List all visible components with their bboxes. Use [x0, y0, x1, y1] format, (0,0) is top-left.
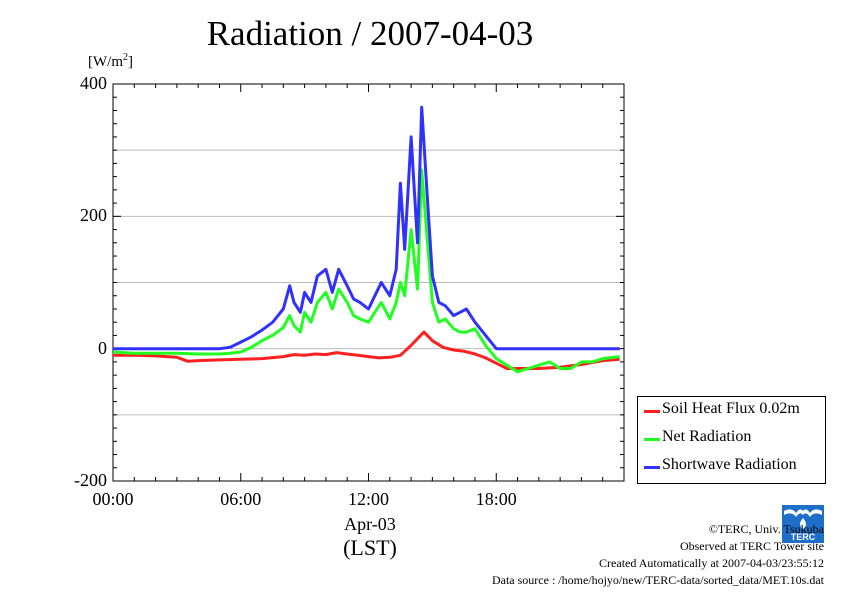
- legend-label-shortwave-radiation: Shortwave Radiation: [662, 456, 797, 473]
- legend-item-net-radiation: Net Radiation: [638, 425, 825, 453]
- grid-lines: [113, 149, 624, 416]
- x-tick-label: 12:00: [347, 489, 389, 509]
- legend-label-soil-heat-flux: Soil Heat Flux 0.02m: [662, 400, 800, 417]
- y-tick-label: 0: [98, 337, 107, 358]
- axis-ticks: [112, 83, 625, 482]
- legend-swatch-soil-heat-flux: [644, 410, 660, 413]
- chart-legend: Soil Heat Flux 0.02m Net Radiation Short…: [637, 396, 826, 484]
- x-axis-date-label: Apr-03: [344, 514, 396, 534]
- observed-credit: Observed at TERC Tower site: [679, 539, 824, 553]
- y-tick-label: 400: [80, 73, 107, 93]
- legend-item-soil-heat-flux: Soil Heat Flux 0.02m: [638, 397, 825, 425]
- y-tick-label: -200: [74, 470, 107, 490]
- terc-logo-text: TERC: [791, 532, 816, 542]
- y-tick-label: 200: [80, 205, 107, 226]
- chart-title: Radiation / 2007-04-03: [206, 14, 534, 53]
- x-tick-label: 06:00: [220, 489, 262, 509]
- series-line-1: [112, 168, 620, 374]
- created-credit: Created Automatically at 2007-04-03/23:5…: [599, 556, 824, 570]
- series-line-2: [113, 105, 620, 351]
- copyright-credit: ©TERC, Univ. Tsukuba: [708, 522, 824, 536]
- legend-label-net-radiation: Net Radiation: [662, 428, 752, 445]
- legend-item-shortwave-radiation: Shortwave Radiation: [638, 453, 825, 481]
- x-tick-label: 00:00: [92, 489, 134, 509]
- legend-swatch-net-radiation: [644, 438, 660, 441]
- terc-logo-icon: TERC: [782, 505, 824, 543]
- data-source-credit: Data source : /home/hojyo/new/TERC-data/…: [491, 573, 824, 587]
- x-axis-timezone-label: (LST): [343, 535, 397, 560]
- legend-swatch-shortwave-radiation: [644, 466, 660, 469]
- series-lines: [112, 105, 620, 374]
- y-axis-unit-label: [W/m2]: [88, 52, 133, 70]
- series-line-0: [113, 330, 620, 370]
- x-tick-label: 18:00: [475, 489, 517, 509]
